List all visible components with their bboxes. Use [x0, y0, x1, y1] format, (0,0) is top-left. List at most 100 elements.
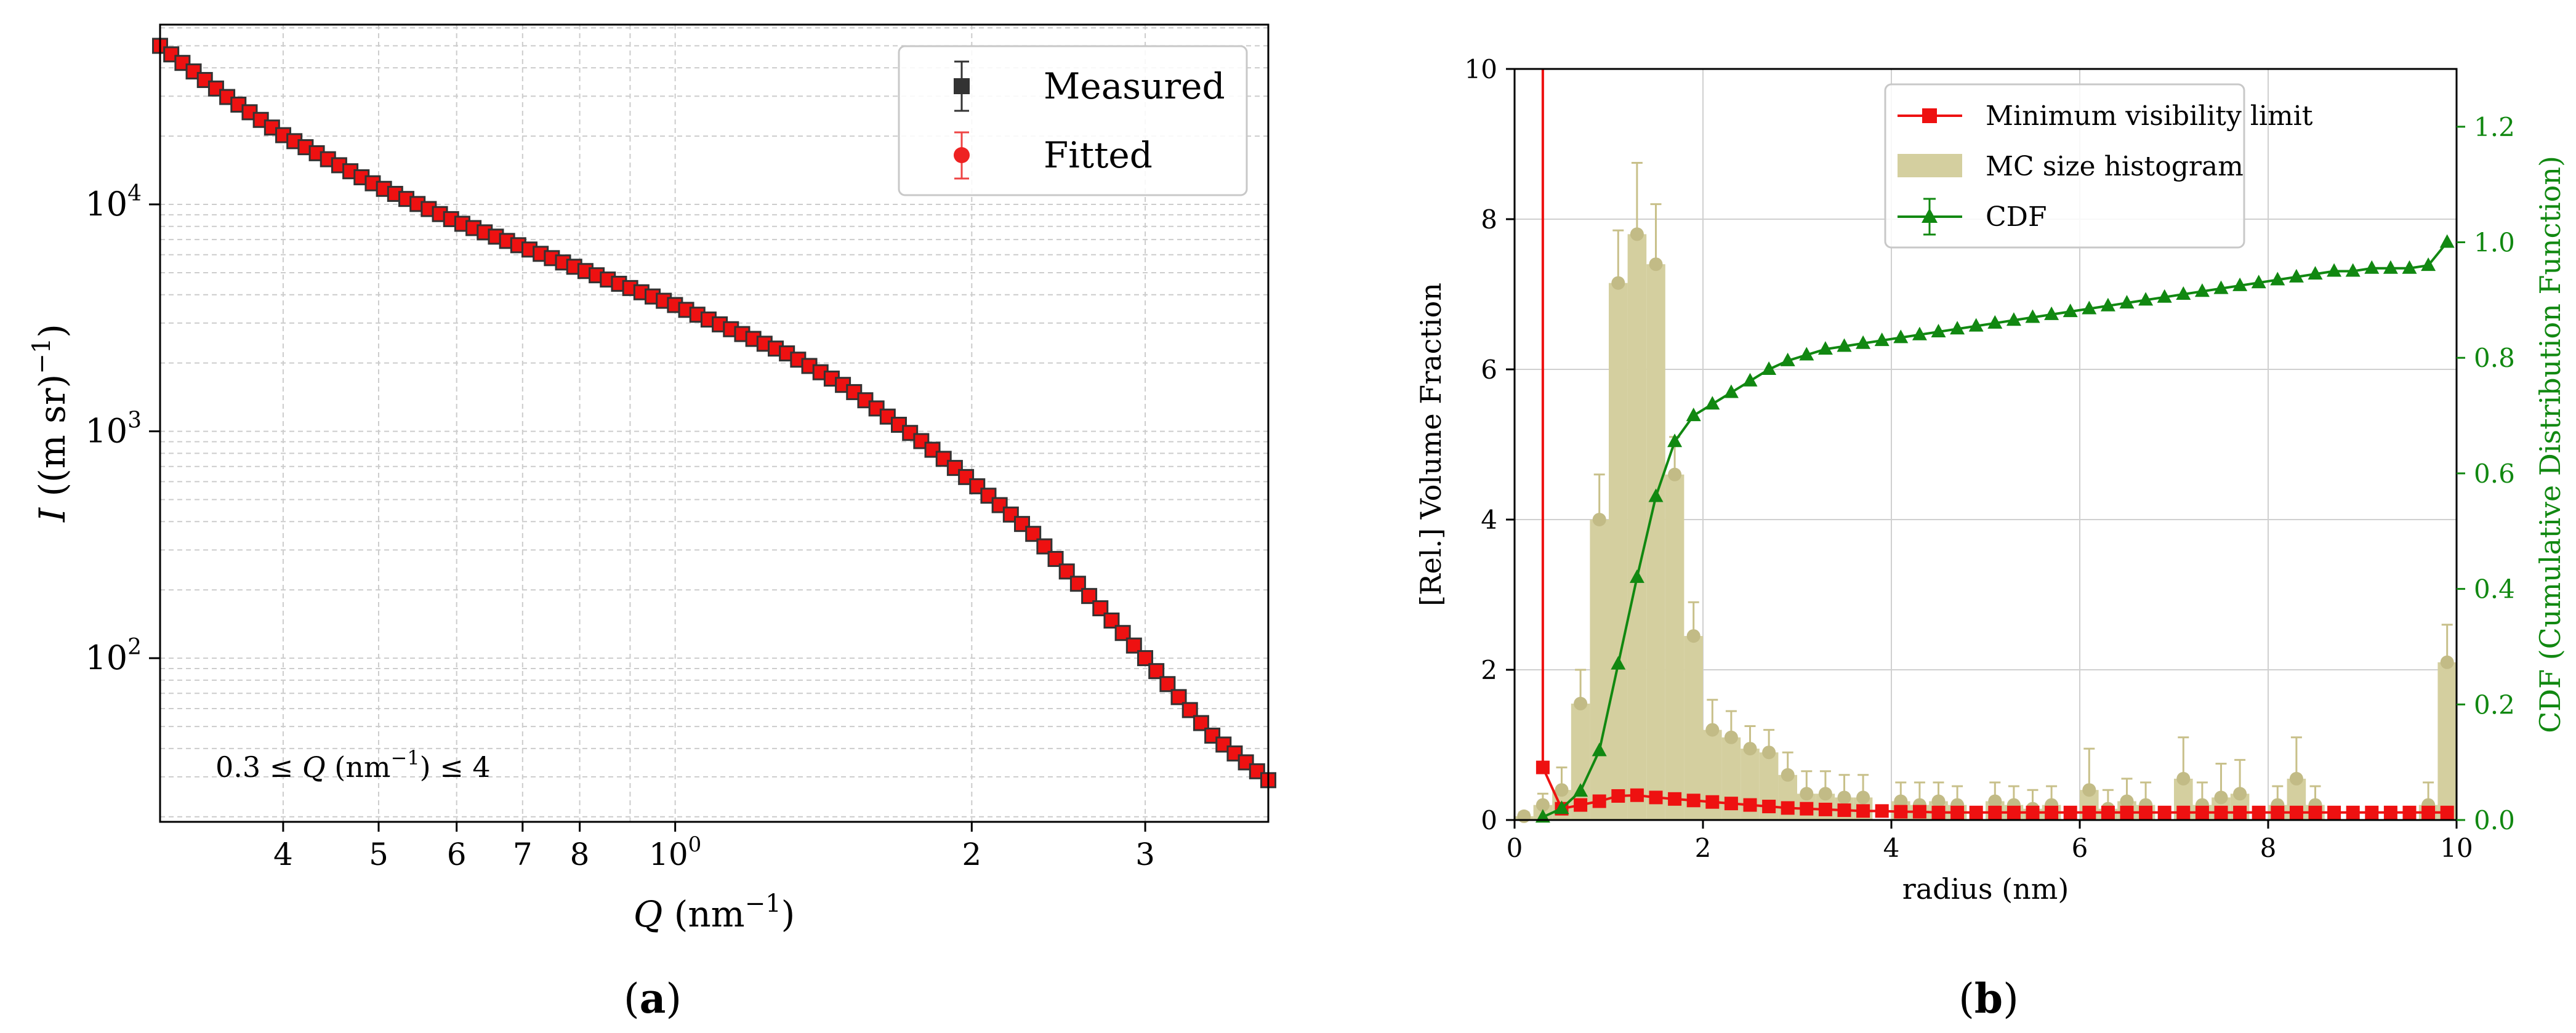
histogram-bar — [1627, 234, 1647, 820]
x-tick-label: 3 — [1135, 837, 1155, 872]
x-tick-label: 0 — [1507, 833, 1523, 863]
min-visibility-marker — [2139, 805, 2153, 819]
min-visibility-marker — [1969, 805, 1983, 819]
legend-cdf-label: CDF — [1986, 201, 2047, 233]
fitted-marker — [523, 243, 536, 256]
panel-a-chart: 4 5 6 7 8 100 2 3 102 103 104 Q (nm−1) I ((m sr)−… — [28, 23, 1276, 1023]
fitted-marker — [366, 177, 379, 190]
fitted-marker — [1127, 639, 1140, 652]
fitted-marker — [837, 379, 850, 392]
legend-entry-measured: Measured — [954, 60, 1225, 112]
histogram-point — [1517, 809, 1531, 823]
panel-b-axes-frame — [1513, 68, 2458, 821]
min-visibility-marker — [2440, 805, 2454, 819]
cdf-marker — [2176, 286, 2191, 300]
min-visibility-marker — [1649, 790, 1663, 805]
x-tick-label: 7 — [513, 837, 533, 872]
cdf-marker — [2063, 303, 2078, 318]
fitted-marker — [400, 193, 413, 206]
fitted-marker — [702, 313, 715, 326]
cdf-marker — [2119, 295, 2135, 309]
fitted-marker — [411, 198, 424, 211]
cdf-marker — [1856, 335, 1871, 349]
y-tick-label: 0 — [1481, 805, 1497, 835]
fitted-marker — [1004, 508, 1017, 521]
min-visibility-marker — [1668, 792, 1682, 806]
histogram-point — [2233, 787, 2247, 801]
y-tick-label: 6 — [1481, 355, 1497, 385]
histogram-point — [1781, 768, 1795, 782]
panel-a-caption: (a) — [624, 975, 682, 1023]
cdf-marker — [1667, 433, 1683, 448]
y-tick-label: 4 — [1481, 505, 1497, 535]
fitted-marker — [1060, 565, 1073, 578]
y-tick-label: 102 — [85, 635, 142, 677]
x-tick-label: 2 — [962, 837, 981, 872]
cdf-marker — [1912, 326, 1927, 340]
min-visibility-marker — [1611, 789, 1625, 803]
legend-mc-histogram-swatch — [1898, 154, 1962, 177]
fitted-marker — [893, 418, 905, 431]
min-visibility-marker — [1988, 805, 2002, 819]
min-visibility-marker — [2195, 805, 2209, 819]
histogram-point — [2289, 771, 2303, 786]
fitted-marker — [635, 286, 648, 299]
cdf-marker — [1893, 329, 1909, 344]
panel-b-cdf-series — [1535, 234, 2455, 823]
fitted-marker — [926, 443, 939, 456]
histogram-point — [1837, 790, 1851, 805]
panel-a-y-axis-label: I ((m sr)−1) — [28, 324, 73, 523]
panel-b-left-y-ticks: 0 2 4 6 8 10 — [1465, 54, 1515, 835]
cdf-marker — [1629, 569, 1644, 583]
fitted-marker — [658, 294, 670, 307]
fitted-marker — [288, 135, 301, 148]
panel-a-y-ticks: 102 103 104 — [85, 181, 160, 677]
histogram-point — [2082, 783, 2096, 797]
fitted-marker — [948, 462, 961, 475]
histogram-point — [2176, 771, 2191, 786]
cdf-marker — [2327, 263, 2342, 277]
legend-entry-fitted: Fitted — [954, 131, 1153, 180]
panel-b-caption: (b) — [1958, 975, 2019, 1023]
histogram-point — [1818, 787, 1832, 801]
panel-b-legend: Minimum visibility limit MC size histogr… — [1884, 83, 2313, 249]
x-tick-label: 4 — [273, 837, 293, 872]
cdf-marker — [1780, 352, 1795, 366]
fitted-marker — [646, 290, 659, 303]
cdf-marker — [2044, 306, 2059, 320]
fitted-marker — [1250, 765, 1263, 778]
panel-b-min-visibility-series — [1536, 69, 2454, 819]
histogram-point — [1800, 787, 1814, 801]
fitted-marker — [1183, 704, 1196, 717]
histogram-point — [1856, 790, 1870, 805]
fitted-marker — [758, 337, 771, 350]
cdf-marker — [1817, 341, 1833, 355]
cdf-marker — [1837, 338, 1852, 352]
cdf-marker — [2308, 266, 2323, 280]
fitted-marker — [825, 372, 838, 385]
right-y-tick-label: 0.0 — [2474, 805, 2515, 835]
min-visibility-marker — [2365, 805, 2379, 819]
panel-b-x-axis-label: radius (nm) — [1902, 872, 2069, 906]
fitted-marker — [960, 470, 973, 483]
right-y-tick-label: 0.8 — [2474, 343, 2515, 373]
histogram-point — [1705, 723, 1720, 737]
fitted-marker — [904, 427, 917, 440]
cdf-marker — [2383, 260, 2398, 274]
fitted-marker — [1194, 717, 1207, 730]
x-tick-label: 2 — [1695, 833, 1712, 863]
min-visibility-marker — [1781, 801, 1795, 815]
fitted-marker — [534, 247, 547, 260]
y-tick-label: 10 — [1465, 54, 1497, 84]
fitted-marker — [848, 385, 861, 398]
cdf-marker — [1987, 315, 2003, 329]
x-tick-label: 6 — [447, 837, 467, 872]
histogram-point — [1555, 783, 1569, 797]
histogram-point — [2214, 790, 2228, 805]
legend-entry-cdf: CDF — [1898, 198, 2047, 236]
fitted-marker — [243, 106, 256, 119]
fitted-marker — [613, 277, 626, 290]
min-visibility-marker — [2233, 805, 2247, 819]
min-visibility-marker — [1743, 798, 1757, 812]
min-visibility-marker — [2252, 805, 2266, 819]
